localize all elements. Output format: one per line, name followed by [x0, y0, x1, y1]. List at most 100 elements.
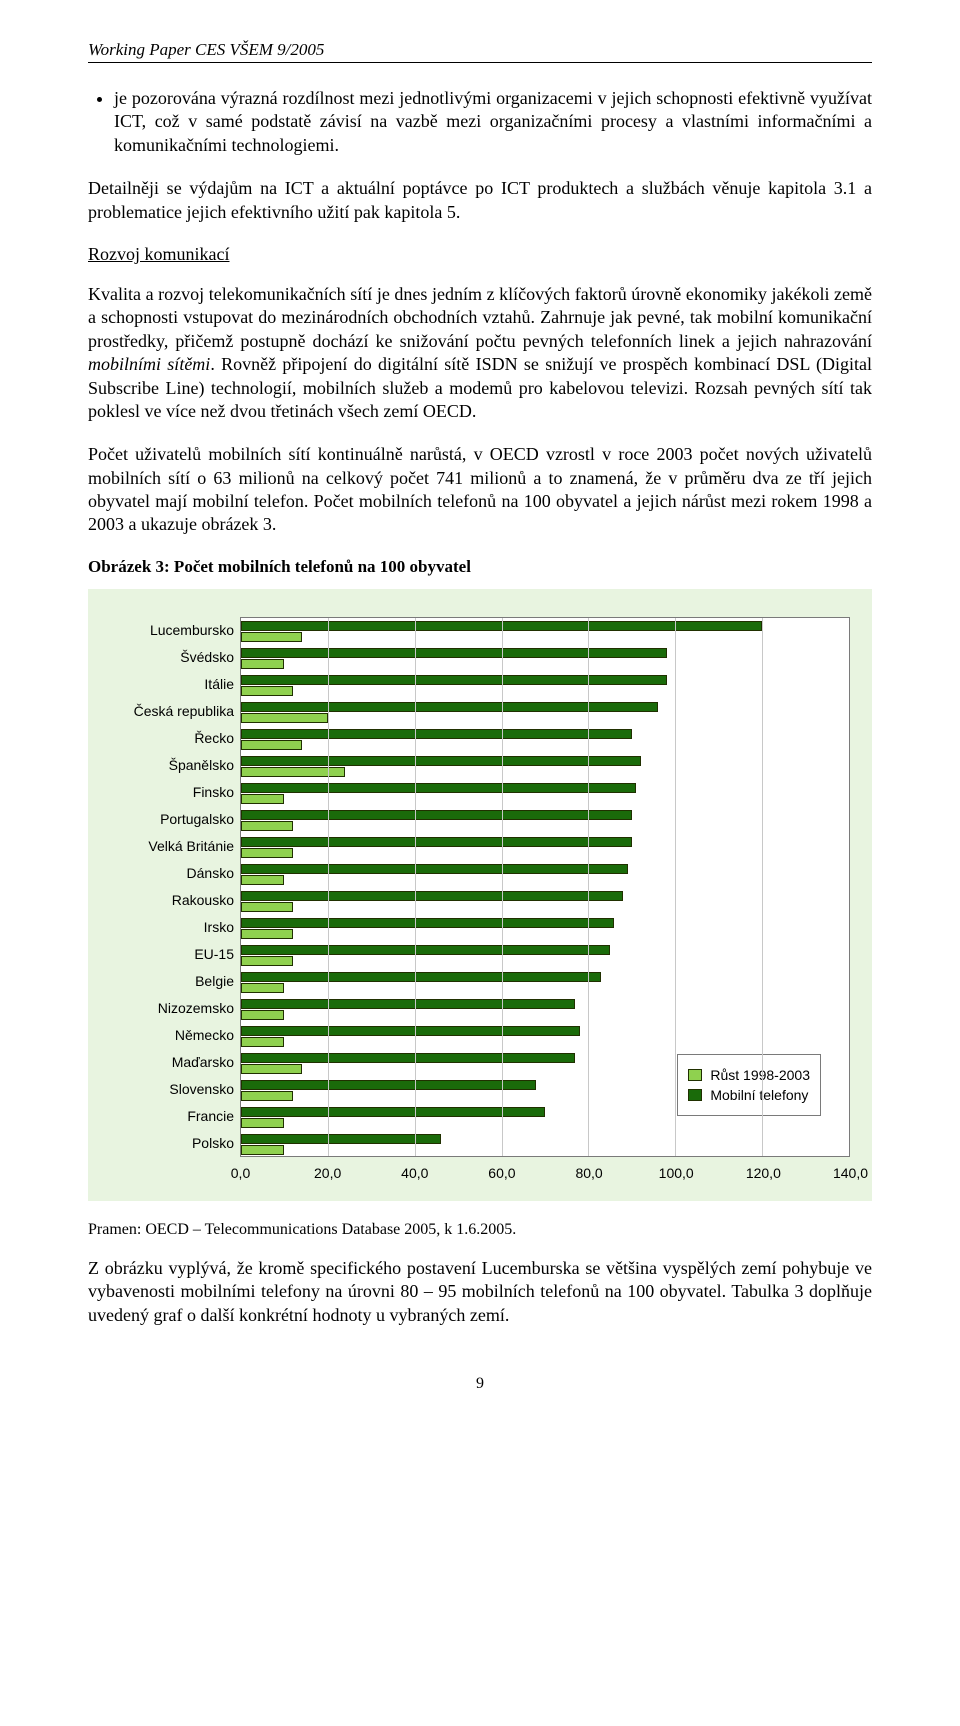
x-axis: 0,020,040,060,080,0100,0120,0140,0 — [240, 1165, 850, 1185]
bar-mobile — [241, 945, 610, 955]
bar-growth — [241, 767, 345, 777]
bar-growth — [241, 902, 293, 912]
y-label: Rakousko — [110, 887, 240, 914]
bar-growth — [241, 1064, 302, 1074]
bar-row — [241, 888, 849, 915]
bar-mobile — [241, 1080, 536, 1090]
bar-row — [241, 780, 849, 807]
y-label: Francie — [110, 1103, 240, 1130]
bar-mobile — [241, 729, 632, 739]
legend-swatch — [688, 1069, 702, 1081]
legend: Růst 1998-2003 Mobilní telefony — [677, 1054, 821, 1116]
grid-line — [675, 618, 676, 1156]
bar-growth — [241, 1037, 284, 1047]
bar-row — [241, 645, 849, 672]
bar-growth — [241, 1091, 293, 1101]
bar-growth — [241, 875, 284, 885]
bar-row — [241, 753, 849, 780]
chart-panel: LucemburskoŠvédskoItálieČeská republikaŘ… — [88, 589, 872, 1201]
plot-area: Růst 1998-2003 Mobilní telefony — [240, 617, 850, 1157]
bar-growth — [241, 659, 284, 669]
bar-row — [241, 942, 849, 969]
bar-mobile — [241, 1134, 441, 1144]
bar-row — [241, 1131, 849, 1158]
legend-label: Růst 1998-2003 — [710, 1067, 810, 1083]
bar-row — [241, 915, 849, 942]
bar-growth — [241, 794, 284, 804]
y-label: Dánsko — [110, 860, 240, 887]
grid-line — [588, 618, 589, 1156]
paragraph-4: Z obrázku vyplývá, že kromě specifického… — [88, 1257, 872, 1327]
grid-line — [762, 618, 763, 1156]
bullet-list: je pozorována výrazná rozdílnost mezi je… — [88, 87, 872, 157]
y-label: EU-15 — [110, 941, 240, 968]
y-label: Maďarsko — [110, 1049, 240, 1076]
bar-row — [241, 1023, 849, 1050]
bar-mobile — [241, 918, 614, 928]
bar-mobile — [241, 864, 628, 874]
bar-row — [241, 672, 849, 699]
bullet-item: je pozorována výrazná rozdílnost mezi je… — [114, 87, 872, 157]
bar-growth — [241, 740, 302, 750]
section-heading: Rozvoj komunikací — [88, 244, 872, 265]
bar-growth — [241, 1010, 284, 1020]
y-label: Lucembursko — [110, 617, 240, 644]
bar-mobile — [241, 783, 636, 793]
bar-mobile — [241, 837, 632, 847]
bar-mobile — [241, 891, 623, 901]
bar-growth — [241, 1145, 284, 1155]
bar-growth — [241, 956, 293, 966]
legend-swatch — [688, 1089, 702, 1101]
legend-item: Mobilní telefony — [688, 1087, 810, 1103]
bar-row — [241, 807, 849, 834]
y-label: Belgie — [110, 968, 240, 995]
y-label: Německo — [110, 1022, 240, 1049]
paragraph-1: Detailněji se výdajům na ICT a aktuální … — [88, 177, 872, 224]
figure-caption: Obrázek 3: Počet mobilních telefonů na 1… — [88, 557, 872, 577]
grid-line — [502, 618, 503, 1156]
bar-row — [241, 618, 849, 645]
y-label: Finsko — [110, 779, 240, 806]
plot-column: Růst 1998-2003 Mobilní telefony 0,020,040… — [240, 617, 850, 1185]
y-axis-labels: LucemburskoŠvédskoItálieČeská republikaŘ… — [110, 617, 240, 1185]
bar-mobile — [241, 972, 601, 982]
y-label: Španělsko — [110, 752, 240, 779]
bar-row — [241, 969, 849, 996]
bar-row — [241, 996, 849, 1023]
bar-mobile — [241, 1026, 580, 1036]
bar-growth — [241, 821, 293, 831]
y-label: Irsko — [110, 914, 240, 941]
bar-growth — [241, 686, 293, 696]
y-label: Portugalsko — [110, 806, 240, 833]
grid-line — [328, 618, 329, 1156]
paragraph-3: Počet uživatelů mobilních sítí kontinuál… — [88, 443, 872, 537]
y-label: Polsko — [110, 1130, 240, 1157]
bar-mobile — [241, 702, 658, 712]
bar-mobile — [241, 1053, 575, 1063]
paragraph-2: Kvalita a rozvoj telekomunikačních sítí … — [88, 283, 872, 423]
bar-mobile — [241, 648, 667, 658]
running-head: Working Paper CES VŠEM 9/2005 — [88, 40, 872, 60]
bar-growth — [241, 1118, 284, 1128]
y-label: Nizozemsko — [110, 995, 240, 1022]
bar-growth — [241, 632, 302, 642]
bar-row — [241, 861, 849, 888]
bar-mobile — [241, 1107, 545, 1117]
bar-mobile — [241, 756, 641, 766]
header-rule — [88, 62, 872, 63]
bar-mobile — [241, 810, 632, 820]
y-label: Slovensko — [110, 1076, 240, 1103]
y-label: Itálie — [110, 671, 240, 698]
y-label: Česká republika — [110, 698, 240, 725]
bar-mobile — [241, 675, 667, 685]
bar-growth — [241, 848, 293, 858]
bar-growth — [241, 713, 328, 723]
bar-row — [241, 834, 849, 861]
grid-line — [415, 618, 416, 1156]
bar-row — [241, 726, 849, 753]
bar-mobile — [241, 999, 575, 1009]
legend-label: Mobilní telefony — [710, 1087, 808, 1103]
bar-row — [241, 699, 849, 726]
bar-growth — [241, 929, 293, 939]
page-number: 9 — [88, 1375, 872, 1393]
